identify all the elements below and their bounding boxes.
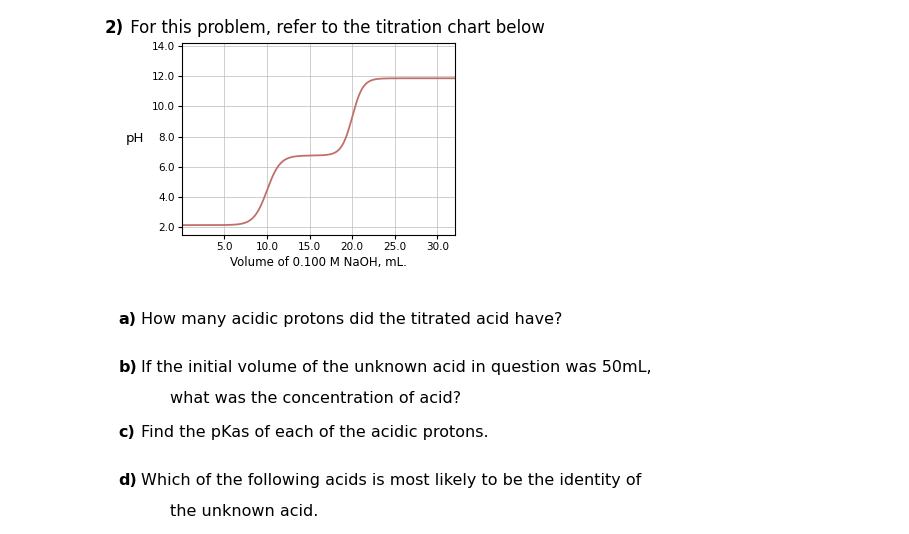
Text: what was the concentration of acid?: what was the concentration of acid? (170, 391, 461, 406)
Text: For this problem, refer to the titration chart below: For this problem, refer to the titration… (125, 19, 544, 37)
Text: b): b) (118, 360, 137, 375)
Text: the unknown acid.: the unknown acid. (170, 504, 318, 519)
Text: a): a) (118, 312, 136, 327)
Text: How many acidic protons did the titrated acid have?: How many acidic protons did the titrated… (141, 312, 563, 327)
Text: If the initial volume of the unknown acid in question was 50mL,: If the initial volume of the unknown aci… (141, 360, 652, 375)
Text: d): d) (118, 473, 137, 488)
Y-axis label: pH: pH (125, 132, 145, 145)
Text: c): c) (118, 425, 135, 439)
Text: 2): 2) (105, 19, 124, 37)
Text: Find the pKas of each of the acidic protons.: Find the pKas of each of the acidic prot… (141, 425, 488, 439)
X-axis label: Volume of 0.100 M NaOH, mL.: Volume of 0.100 M NaOH, mL. (230, 256, 406, 269)
Text: Which of the following acids is most likely to be the identity of: Which of the following acids is most lik… (141, 473, 641, 488)
